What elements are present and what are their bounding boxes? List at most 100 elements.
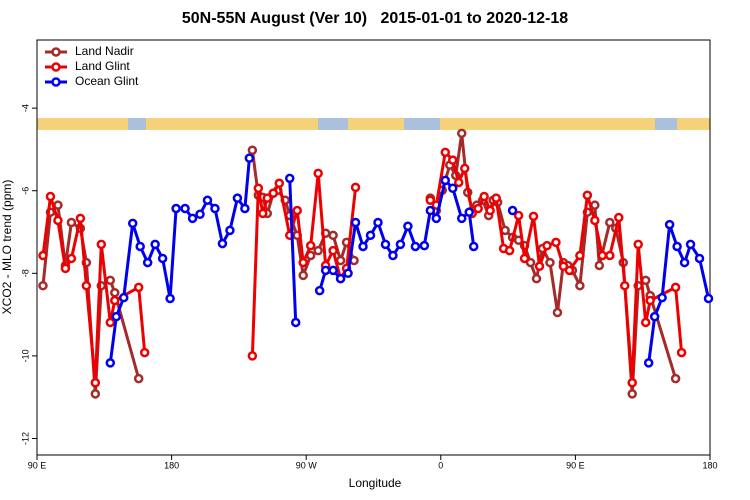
legend-marker <box>51 62 61 72</box>
point <box>479 191 489 202</box>
point <box>513 210 524 221</box>
point <box>298 257 308 268</box>
point <box>425 205 436 216</box>
point <box>105 275 116 286</box>
point <box>290 317 301 328</box>
legend-label: Land Nadir <box>75 44 134 58</box>
x-axis-label: Longitude <box>349 476 402 490</box>
point <box>90 389 101 399</box>
point <box>110 295 120 306</box>
point <box>525 257 536 268</box>
point <box>551 237 561 248</box>
point <box>328 265 338 276</box>
point <box>534 261 545 272</box>
point <box>232 193 243 203</box>
point <box>165 293 175 304</box>
point <box>105 358 116 368</box>
point <box>448 155 458 165</box>
point <box>335 255 346 266</box>
point <box>268 188 279 198</box>
point <box>127 218 138 229</box>
point <box>133 282 144 293</box>
point <box>202 195 213 205</box>
point <box>410 241 421 252</box>
point <box>358 241 368 252</box>
point <box>542 240 552 251</box>
point <box>217 238 228 249</box>
series-line <box>41 150 684 385</box>
y-tick-label: -12 <box>20 432 30 445</box>
y-tick-label: -4 <box>20 104 30 112</box>
point <box>258 208 268 219</box>
point <box>305 240 316 251</box>
point <box>244 153 255 163</box>
point <box>531 273 542 284</box>
point <box>66 217 77 228</box>
point <box>314 285 325 296</box>
point <box>328 230 338 241</box>
point <box>365 230 376 241</box>
point <box>703 293 714 304</box>
point <box>157 253 168 264</box>
point <box>373 217 383 228</box>
point <box>247 145 258 156</box>
point <box>685 239 696 250</box>
legend-label: Ocean Glint <box>75 74 139 88</box>
point <box>614 212 624 223</box>
point <box>640 317 651 328</box>
point <box>456 128 467 139</box>
point <box>395 239 406 250</box>
point <box>66 253 77 264</box>
point <box>105 317 116 328</box>
point <box>448 183 458 193</box>
point <box>60 263 71 274</box>
point <box>453 177 464 188</box>
point <box>440 147 451 158</box>
point <box>431 213 442 224</box>
point <box>672 241 682 252</box>
point <box>335 273 346 284</box>
point <box>670 282 681 293</box>
point <box>284 173 295 184</box>
point <box>350 217 361 228</box>
point <box>225 225 235 236</box>
point <box>38 280 48 291</box>
point <box>274 178 285 189</box>
point <box>633 239 643 250</box>
point <box>81 280 92 291</box>
point <box>575 280 585 291</box>
point <box>320 265 331 276</box>
plot-frame <box>36 39 711 456</box>
point <box>670 373 681 384</box>
point <box>679 257 690 268</box>
point <box>96 239 107 250</box>
legend-marker <box>51 77 61 87</box>
point <box>485 205 495 216</box>
point <box>552 307 563 318</box>
point <box>558 261 569 272</box>
legend-label: Land Glint <box>75 59 130 73</box>
point <box>605 250 615 261</box>
series-line <box>41 131 678 396</box>
point <box>38 250 48 261</box>
x-tick-label: 90 W <box>296 460 318 470</box>
point <box>456 213 467 224</box>
point <box>473 203 483 214</box>
point <box>171 203 181 214</box>
point <box>53 215 63 226</box>
point <box>582 190 593 201</box>
point <box>590 215 600 226</box>
legend-marker <box>51 47 61 57</box>
point <box>528 211 539 222</box>
point <box>247 351 258 361</box>
y-tick-label: -8 <box>20 269 30 277</box>
point <box>507 205 518 216</box>
y-tick-label: -10 <box>20 349 30 362</box>
point <box>313 245 323 256</box>
x-tick-label: 0 <box>438 460 443 470</box>
point <box>262 193 273 203</box>
point <box>403 221 413 231</box>
point <box>645 295 655 306</box>
point <box>187 213 198 224</box>
point <box>504 245 515 256</box>
